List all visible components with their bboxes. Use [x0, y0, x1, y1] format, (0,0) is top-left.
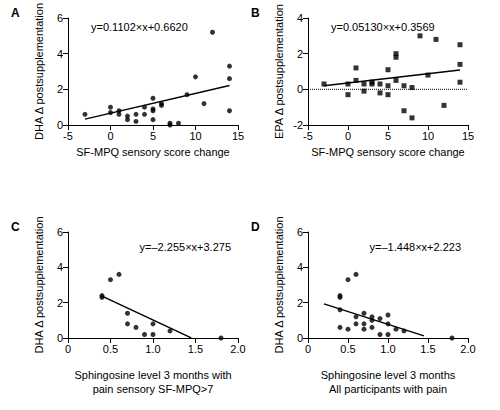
svg-text:4: 4: [57, 48, 63, 60]
svg-text:-5: -5: [63, 130, 73, 142]
svg-text:0: 0: [297, 332, 303, 344]
svg-text:B: B: [251, 6, 260, 20]
svg-text:Sphingosine level 3 months: Sphingosine level 3 months: [321, 369, 456, 381]
svg-text:SF-MPQ sensory score change: SF-MPQ sensory score change: [311, 146, 464, 158]
svg-text:0.5: 0.5: [340, 343, 355, 355]
svg-text:0: 0: [305, 343, 311, 355]
svg-text:2.0: 2.0: [460, 343, 475, 355]
svg-text:C: C: [11, 220, 20, 234]
svg-text:10: 10: [422, 130, 434, 142]
svg-text:6: 6: [57, 12, 63, 24]
svg-text:0: 0: [107, 130, 113, 142]
svg-text:EPA Δ postsupplementation: EPA Δ postsupplementation: [273, 4, 285, 139]
svg-text:0: 0: [65, 343, 71, 355]
svg-text:4: 4: [297, 261, 303, 273]
svg-text:DHA Δ postsupplementation: DHA Δ postsupplementation: [273, 217, 285, 354]
svg-text:1.5: 1.5: [188, 343, 203, 355]
svg-text:D: D: [251, 220, 260, 234]
svg-text:A: A: [11, 6, 20, 20]
svg-text:1.5: 1.5: [420, 343, 435, 355]
svg-text:pain sensory SF-MPQ>7: pain sensory SF-MPQ>7: [93, 383, 214, 395]
svg-text:4: 4: [57, 261, 63, 273]
svg-text:10: 10: [189, 130, 201, 142]
svg-text:2: 2: [57, 83, 63, 95]
svg-text:-5: -5: [303, 130, 313, 142]
svg-text:SF-MPQ sensory score change: SF-MPQ sensory score change: [76, 146, 229, 158]
svg-text:DHA Δ postsupplementation: DHA Δ postsupplementation: [33, 217, 45, 354]
svg-text:5: 5: [385, 130, 391, 142]
svg-text:5: 5: [150, 130, 156, 142]
svg-text:15: 15: [462, 130, 474, 142]
svg-text:1.0: 1.0: [145, 343, 160, 355]
svg-text:Sphingosine level 3 months wit: Sphingosine level 3 months with: [74, 369, 231, 381]
svg-text:DHA Δ postsupplementation: DHA Δ postsupplementation: [33, 3, 45, 140]
svg-text:-2: -2: [293, 119, 303, 131]
svg-text:1.0: 1.0: [380, 343, 395, 355]
svg-text:2: 2: [297, 48, 303, 60]
svg-text:0: 0: [297, 83, 303, 95]
svg-text:All participants with pain: All participants with pain: [329, 383, 447, 395]
svg-text:15: 15: [232, 130, 244, 142]
svg-text:2: 2: [57, 297, 63, 309]
svg-text:y=–2.255×x+3.275: y=–2.255×x+3.275: [140, 241, 231, 253]
svg-text:6: 6: [297, 226, 303, 238]
svg-text:0: 0: [57, 119, 63, 131]
svg-text:2: 2: [297, 297, 303, 309]
svg-text:y=0.05130×x+0.3569: y=0.05130×x+0.3569: [331, 21, 435, 33]
svg-text:2.0: 2.0: [230, 343, 245, 355]
svg-text:y=0.1102×x+0.6620: y=0.1102×x+0.6620: [91, 21, 188, 33]
svg-text:0.5: 0.5: [103, 343, 118, 355]
svg-text:4: 4: [297, 12, 303, 24]
svg-text:6: 6: [57, 226, 63, 238]
svg-text:y=–1.448×x+2.223: y=–1.448×x+2.223: [370, 241, 461, 253]
svg-text:0: 0: [57, 332, 63, 344]
svg-text:0: 0: [345, 130, 351, 142]
